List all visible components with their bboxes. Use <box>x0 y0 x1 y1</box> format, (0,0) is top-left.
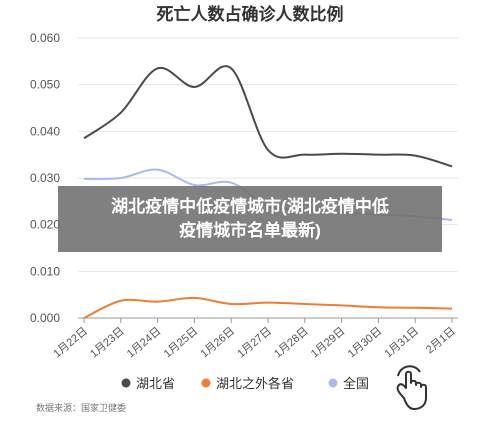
legend-marker <box>121 378 131 388</box>
legend-marker <box>201 378 211 388</box>
y-axis: 0.000 0.010 0.020 0.030 0.040 0.050 0.060 <box>30 31 60 325</box>
x-tick-label: 1月31日 <box>382 325 421 360</box>
x-tick-label: 1月22日 <box>51 325 90 360</box>
x-tick-label: 1月26日 <box>198 325 237 360</box>
legend-label: 全国 <box>343 376 369 391</box>
x-tick-label: 1月30日 <box>346 325 385 360</box>
x-tick-label: 1月24日 <box>125 325 164 360</box>
x-tick-label: 1月27日 <box>235 325 274 360</box>
legend-item[interactable]: 湖北省 <box>121 376 176 391</box>
legend[interactable]: 湖北省 湖北之外各省 全国 <box>121 376 370 391</box>
legend-label: 湖北省 <box>136 376 175 391</box>
chart-title: 死亡人数占确诊人数比例 <box>157 4 344 24</box>
x-tick-label: 1月25日 <box>162 325 201 360</box>
y-tick-label: 0.030 <box>30 171 60 185</box>
headline-line-1: 湖北疫情中低疫情城市(湖北疫情中低 <box>111 197 389 216</box>
y-tick-label: 0.000 <box>30 311 60 325</box>
headline-overlay[interactable]: 湖北疫情中低疫情城市(湖北疫情中低 疫情城市名单最新) <box>58 186 442 252</box>
y-tick-label: 0.040 <box>30 124 60 138</box>
grid <box>78 37 458 319</box>
legend-label: 湖北之外各省 <box>216 376 294 391</box>
x-axis: 1月22日1月23日1月24日1月25日1月26日1月27日1月28日1月29日… <box>51 318 458 360</box>
x-tick-label: 1月28日 <box>272 325 311 360</box>
x-tick-label: 1月23日 <box>88 325 127 360</box>
legend-item[interactable]: 全国 <box>328 376 370 391</box>
legend-marker <box>328 378 338 388</box>
series-line-湖北之外各省 <box>83 296 453 319</box>
y-tick-label: 0.050 <box>30 78 60 92</box>
x-tick-label: 2月1日 <box>424 325 458 356</box>
y-tick-label: 0.010 <box>30 264 60 278</box>
x-tick-label: 1月29日 <box>309 325 348 360</box>
y-tick-label: 0.060 <box>30 31 60 45</box>
headline-line-2: 疫情城市名单最新) <box>179 221 321 240</box>
series-line-湖北省 <box>83 65 453 168</box>
y-tick-label: 0.020 <box>30 218 60 232</box>
legend-item[interactable]: 湖北之外各省 <box>201 376 295 391</box>
data-source: 数据来源：国家卫健委 <box>36 402 126 413</box>
hand-pointer-icon <box>396 365 427 410</box>
